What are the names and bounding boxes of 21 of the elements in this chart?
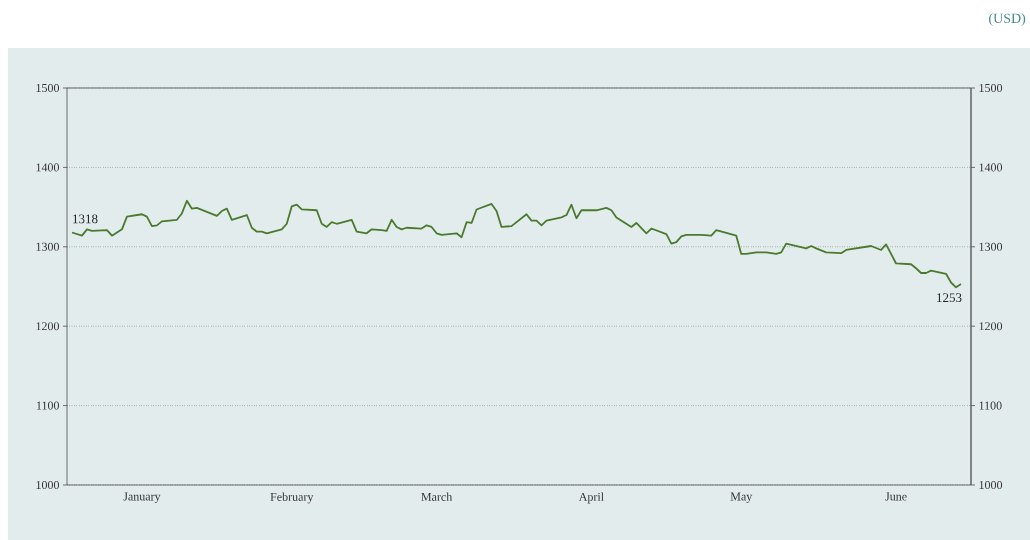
y2-tick-label: 1400 (979, 163, 1003, 172)
y2-tick-label: 1300 (979, 242, 1003, 251)
text: (USD) (989, 13, 1026, 26)
y-tick-label: 1400 (36, 163, 60, 172)
x-tick-label: April (578, 492, 604, 504)
y2-tick-label: 1500 (979, 83, 1003, 93)
x-tick-label: June (885, 492, 907, 501)
y2-tick-label: 1000 (979, 480, 1003, 490)
x-tick-label: February (270, 492, 314, 504)
x-tick-label: March (421, 492, 453, 501)
y-tick-label: 1500 (36, 83, 60, 93)
x-tick-label: May (730, 492, 753, 503)
annotation: 1253 (937, 293, 962, 303)
y2-tick-label: 1100 (979, 401, 1002, 410)
y-tick-label: 1200 (36, 322, 60, 331)
x-tick-label: January (123, 492, 161, 503)
y-tick-label: 1000 (36, 480, 60, 490)
y-tick-label: 1300 (36, 242, 60, 251)
annotation: 1318 (73, 214, 98, 224)
y2-tick-label: 1200 (979, 322, 1003, 331)
y-tick-label: 1100 (36, 401, 60, 410)
